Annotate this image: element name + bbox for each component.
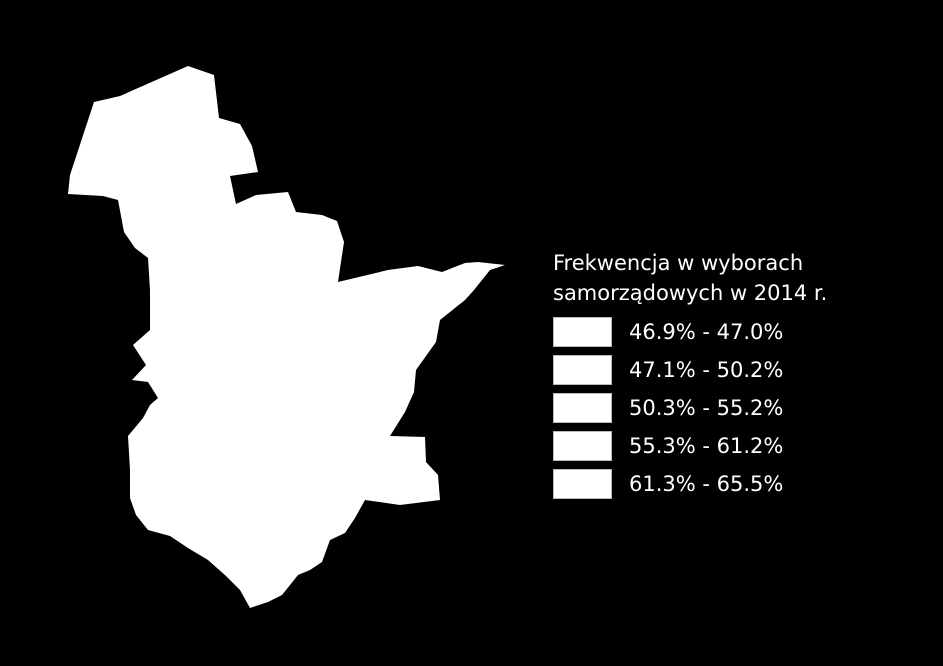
legend-swatch	[553, 431, 612, 461]
legend-item: 55.3% - 61.2%	[553, 427, 853, 465]
legend-swatch	[553, 355, 612, 385]
legend-item: 61.3% - 65.5%	[553, 465, 853, 503]
legend-swatch	[553, 393, 612, 423]
legend-title-line-1: Frekwencja w wyborach	[553, 251, 804, 275]
map-legend: Frekwencja w wyborach samorządowych w 20…	[553, 248, 853, 503]
legend-items: 46.9% - 47.0% 47.1% - 50.2% 50.3% - 55.2…	[553, 313, 853, 503]
legend-swatch	[553, 317, 612, 347]
legend-item: 50.3% - 55.2%	[553, 389, 853, 427]
legend-label: 61.3% - 65.5%	[629, 472, 784, 496]
legend-label: 55.3% - 61.2%	[629, 434, 784, 458]
legend-label: 50.3% - 55.2%	[629, 396, 784, 420]
legend-item: 47.1% - 50.2%	[553, 351, 853, 389]
legend-label: 47.1% - 50.2%	[629, 358, 784, 382]
legend-swatch	[553, 469, 612, 499]
legend-title-line-2: samorządowych w 2014 r.	[553, 281, 828, 305]
legend-item: 46.9% - 47.0%	[553, 313, 853, 351]
legend-label: 46.9% - 47.0%	[629, 320, 784, 344]
municipality-region	[68, 66, 505, 608]
